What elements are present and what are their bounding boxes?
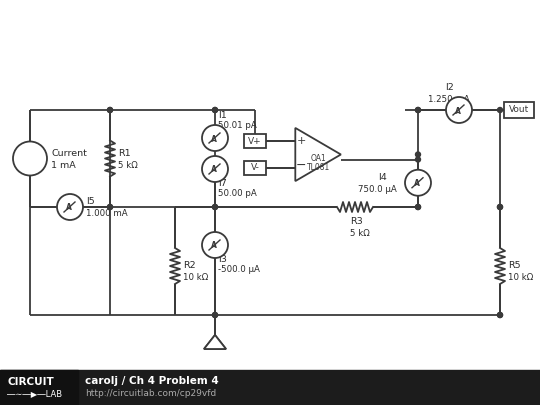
Circle shape [415, 157, 421, 162]
Circle shape [213, 107, 218, 113]
Text: A: A [211, 241, 217, 251]
Text: I5: I5 [86, 198, 94, 207]
Circle shape [415, 107, 421, 113]
Circle shape [107, 205, 112, 209]
Text: R5: R5 [508, 262, 521, 271]
Circle shape [213, 205, 218, 209]
Circle shape [107, 107, 112, 113]
Circle shape [213, 205, 218, 209]
FancyBboxPatch shape [504, 102, 534, 118]
Text: 10 kΩ: 10 kΩ [183, 273, 208, 283]
Circle shape [202, 156, 228, 182]
Text: I2: I2 [444, 83, 454, 92]
Text: http://circuitlab.com/cp29vfd: http://circuitlab.com/cp29vfd [85, 388, 216, 397]
Text: TL081: TL081 [307, 163, 330, 172]
Circle shape [13, 141, 47, 175]
Text: carolj / Ch 4 Problem 4: carolj / Ch 4 Problem 4 [85, 376, 219, 386]
Circle shape [415, 152, 421, 157]
Circle shape [415, 205, 421, 209]
Polygon shape [204, 335, 226, 349]
Text: −: − [296, 160, 306, 173]
Text: -500.0 μA: -500.0 μA [218, 266, 260, 275]
Text: A: A [211, 166, 217, 175]
Text: A: A [66, 203, 72, 213]
Circle shape [202, 232, 228, 258]
Text: 50.01 pA: 50.01 pA [218, 121, 256, 130]
Text: Current: Current [51, 149, 87, 158]
Text: 1.000 mA: 1.000 mA [86, 209, 127, 219]
Circle shape [213, 313, 218, 318]
Polygon shape [295, 128, 341, 181]
FancyBboxPatch shape [244, 161, 266, 175]
Text: R3: R3 [350, 217, 363, 226]
Circle shape [57, 194, 83, 220]
Text: 10 kΩ: 10 kΩ [508, 273, 534, 283]
Circle shape [497, 313, 503, 318]
Circle shape [405, 170, 431, 196]
Text: I7: I7 [218, 179, 227, 188]
Circle shape [497, 313, 503, 318]
Circle shape [497, 205, 503, 209]
Polygon shape [204, 335, 226, 349]
Text: V+: V+ [248, 136, 262, 145]
Text: 50.00 pA: 50.00 pA [218, 190, 256, 198]
Circle shape [446, 97, 472, 123]
Text: I4: I4 [378, 173, 387, 182]
Text: CIRCUIT: CIRCUIT [7, 377, 54, 387]
Circle shape [213, 107, 218, 113]
Text: A: A [211, 134, 217, 143]
Text: 5 kΩ: 5 kΩ [118, 161, 138, 170]
Circle shape [107, 107, 112, 113]
Circle shape [415, 205, 421, 209]
Text: 1 mA: 1 mA [51, 161, 76, 170]
Text: 1.250 mA: 1.250 mA [428, 96, 470, 104]
Circle shape [107, 205, 112, 209]
Text: +: + [296, 136, 306, 146]
Text: V-: V- [251, 164, 259, 173]
Text: A: A [414, 179, 420, 188]
Text: ―∼―▶―LAB: ―∼―▶―LAB [7, 390, 62, 399]
Text: 750.0 μA: 750.0 μA [358, 185, 397, 194]
Bar [0, 370, 78, 405]
FancyBboxPatch shape [244, 134, 266, 148]
Text: I1: I1 [218, 111, 227, 119]
Circle shape [497, 205, 503, 209]
Text: R1: R1 [118, 149, 131, 158]
Text: I3: I3 [218, 256, 227, 264]
Circle shape [497, 107, 503, 113]
Circle shape [213, 313, 218, 318]
Text: R2: R2 [183, 262, 195, 271]
Circle shape [202, 125, 228, 151]
Bar [0, 370, 540, 405]
Text: 5 kΩ: 5 kΩ [350, 228, 370, 237]
Text: A: A [455, 107, 461, 115]
Text: OA1: OA1 [310, 154, 326, 163]
Circle shape [415, 107, 421, 113]
Text: Vout: Vout [509, 105, 529, 115]
